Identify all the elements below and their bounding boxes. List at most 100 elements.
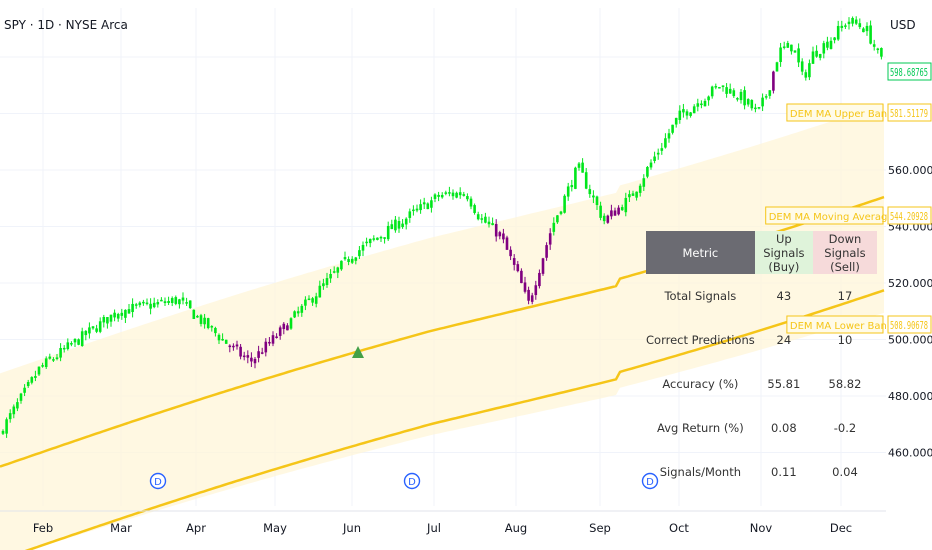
candle-body[interactable] — [736, 98, 739, 100]
candle-body[interactable] — [401, 223, 404, 228]
candle-body[interactable] — [570, 185, 574, 188]
candle-body[interactable] — [332, 271, 336, 273]
candle-body[interactable] — [5, 419, 8, 434]
candle-body[interactable] — [358, 250, 361, 257]
candle-body[interactable] — [721, 85, 725, 87]
candle-body[interactable] — [718, 87, 721, 89]
candle-body[interactable] — [725, 87, 728, 94]
candle-body[interactable] — [620, 207, 624, 211]
candle-body[interactable] — [671, 124, 674, 133]
candle-body[interactable] — [664, 138, 667, 148]
candle-body[interactable] — [606, 215, 610, 223]
candle-body[interactable] — [304, 299, 307, 306]
candle-body[interactable] — [808, 63, 811, 78]
candle-body[interactable] — [754, 107, 757, 110]
candle-body[interactable] — [642, 178, 646, 187]
candle-body[interactable] — [638, 185, 642, 193]
candle-body[interactable] — [628, 194, 631, 198]
candle-body[interactable] — [440, 194, 444, 198]
candle-body[interactable] — [343, 257, 347, 260]
candle-body[interactable] — [329, 273, 332, 279]
candle-body[interactable] — [649, 162, 653, 168]
candle-body[interactable] — [80, 331, 84, 346]
candle-body[interactable] — [433, 194, 437, 199]
candle-body[interactable] — [142, 301, 145, 304]
candle-body[interactable] — [746, 99, 750, 105]
candle-body[interactable] — [599, 205, 602, 218]
candle-body[interactable] — [710, 86, 714, 97]
candle-body[interactable] — [325, 278, 329, 285]
candle-body[interactable] — [494, 223, 498, 237]
candle-body[interactable] — [548, 233, 552, 245]
candle-body[interactable] — [538, 272, 541, 287]
candle-body[interactable] — [584, 172, 588, 189]
candle-body[interactable] — [750, 100, 754, 109]
candle-body[interactable] — [426, 203, 430, 210]
candle-body[interactable] — [19, 393, 23, 401]
candle-body[interactable] — [520, 270, 523, 284]
candle-body[interactable] — [682, 109, 685, 113]
candle-body[interactable] — [12, 406, 16, 415]
candle-body[interactable] — [113, 312, 116, 318]
candle-body[interactable] — [696, 103, 700, 107]
candle-body[interactable] — [235, 344, 239, 347]
candle-body[interactable] — [228, 345, 232, 348]
candle-body[interactable] — [502, 233, 505, 240]
candle-body[interactable] — [300, 305, 304, 313]
candle-body[interactable] — [152, 302, 156, 308]
candle-body[interactable] — [779, 47, 782, 63]
candle-body[interactable] — [350, 258, 354, 263]
candle-body[interactable] — [232, 345, 235, 348]
candle-body[interactable] — [379, 236, 383, 239]
candle-body[interactable] — [289, 318, 293, 329]
candle-body[interactable] — [469, 198, 473, 207]
candle-body[interactable] — [602, 215, 606, 222]
candle-body[interactable] — [836, 25, 840, 40]
candle-body[interactable] — [196, 315, 199, 318]
candle-body[interactable] — [653, 156, 656, 161]
candle-body[interactable] — [307, 298, 311, 301]
candle-body[interactable] — [250, 357, 253, 362]
candle-body[interactable] — [318, 285, 322, 298]
candle-body[interactable] — [8, 413, 12, 420]
candle-body[interactable] — [775, 62, 779, 72]
candle-body[interactable] — [120, 312, 124, 316]
candle-body[interactable] — [322, 283, 325, 287]
candle-body[interactable] — [257, 351, 260, 358]
candle-body[interactable] — [530, 295, 534, 302]
candle-body[interactable] — [574, 167, 577, 189]
candle-body[interactable] — [206, 318, 210, 329]
candle-body[interactable] — [23, 387, 26, 393]
candle-body[interactable] — [534, 285, 538, 296]
candle-body[interactable] — [376, 237, 379, 240]
candle-body[interactable] — [451, 192, 455, 197]
candle-body[interactable] — [829, 40, 833, 49]
candle-body[interactable] — [62, 347, 66, 350]
candle-body[interactable] — [275, 336, 278, 338]
candle-body[interactable] — [566, 186, 570, 197]
candle-body[interactable] — [487, 221, 491, 225]
candle-body[interactable] — [613, 210, 617, 216]
candle-body[interactable] — [170, 298, 174, 303]
time-axis[interactable]: Feb Mar Apr May Jun Jul Aug Sep Oct Nov Dec — [0, 510, 886, 535]
candle-body[interactable] — [448, 192, 451, 194]
candle-body[interactable] — [167, 300, 170, 304]
candle-body[interactable] — [516, 264, 520, 272]
candle-body[interactable] — [768, 90, 772, 96]
candle-body[interactable] — [106, 317, 109, 324]
candle-body[interactable] — [764, 96, 768, 98]
candle-body[interactable] — [674, 117, 678, 125]
candle-body[interactable] — [869, 25, 872, 44]
candle-body[interactable] — [815, 50, 818, 57]
candle-body[interactable] — [455, 192, 458, 198]
candle-body[interactable] — [116, 313, 120, 319]
candle-body[interactable] — [847, 21, 851, 25]
candle-body[interactable] — [624, 197, 628, 213]
candle-body[interactable] — [156, 302, 160, 305]
candle-body[interactable] — [480, 218, 484, 220]
candle-body[interactable] — [865, 25, 869, 32]
candle-body[interactable] — [408, 211, 412, 218]
candle-body[interactable] — [124, 309, 127, 318]
